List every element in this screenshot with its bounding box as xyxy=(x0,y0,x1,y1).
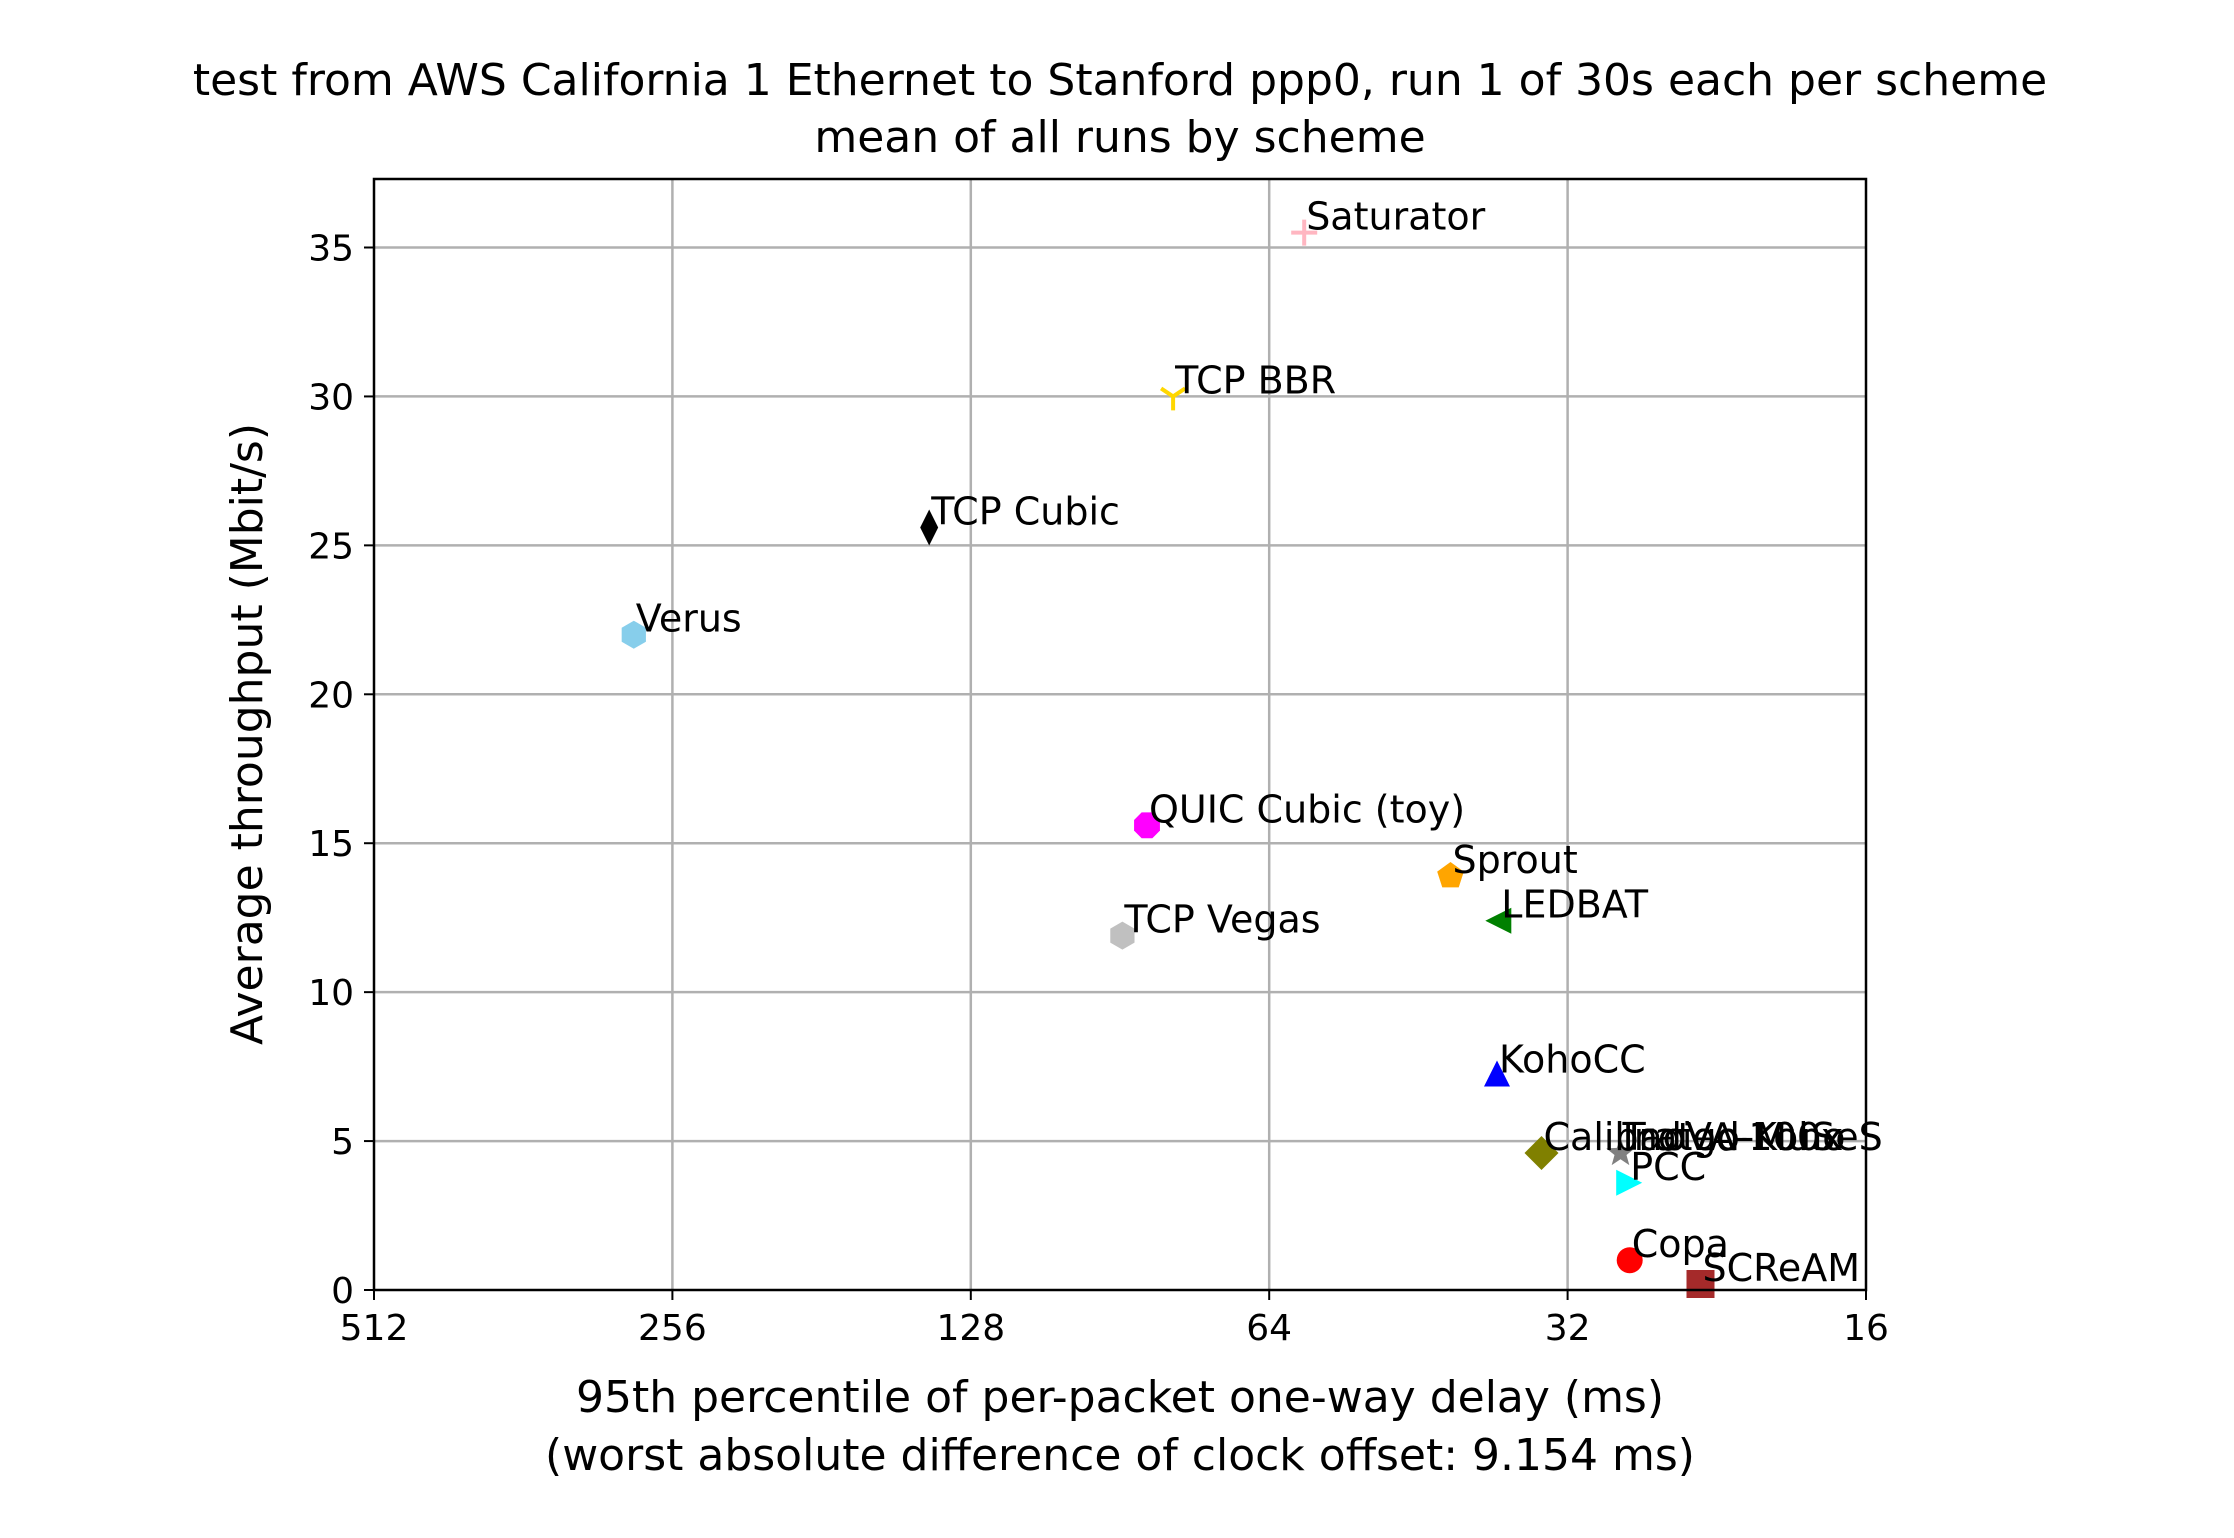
x-axis-ticks: 512 256 128 64 32 16 xyxy=(340,1290,1889,1349)
copa-label: Copa xyxy=(1632,1222,1729,1266)
x-tick-label: 256 xyxy=(638,1308,707,1349)
y-tick-label: 5 xyxy=(331,1122,354,1163)
quic-cubic-toy-marker xyxy=(1134,812,1160,839)
quic-cubic-toy-label: QUIC Cubic (toy) xyxy=(1149,787,1465,831)
tcp-bbr-marker xyxy=(1159,386,1187,411)
indigo-muses-marker xyxy=(1606,1138,1635,1166)
chart-subtitle: mean of all runs by scheme xyxy=(814,112,1425,163)
tcp-cubic-label: TCP Cubic xyxy=(930,490,1120,534)
y-tick-label: 15 xyxy=(308,824,354,865)
y-tick-label: 20 xyxy=(308,675,354,716)
kohocc-marker xyxy=(1484,1060,1510,1087)
plot-frame xyxy=(372,177,1868,1292)
x-tick-label: 128 xyxy=(936,1308,1005,1349)
point-labels: Saturator TCP BBR TCP Cubic Verus QUIC Cubic… xyxy=(636,195,1883,1290)
indigo-muses-label: Indigo-MuSeS xyxy=(1623,1115,1883,1159)
x-tick-label: 512 xyxy=(340,1308,409,1349)
copa-marker xyxy=(1616,1247,1643,1274)
ledbat-label: LEDBAT xyxy=(1501,883,1649,927)
calibrated-koho-marker xyxy=(1524,1136,1559,1170)
pcc-label: PCC xyxy=(1630,1145,1706,1189)
calibrated-koho-label: Calibrated Koho xyxy=(1544,1115,1846,1159)
tcp-vegas-marker xyxy=(1110,921,1135,950)
y-tick-label: 25 xyxy=(308,526,354,567)
saturator-marker xyxy=(1291,219,1318,246)
tcp-cubic-marker xyxy=(920,509,939,546)
sprout-marker xyxy=(1437,862,1464,888)
y-tick-label: 10 xyxy=(308,973,354,1014)
x-tick-label: 32 xyxy=(1545,1308,1591,1349)
verus-marker xyxy=(621,620,646,649)
x-axis-sublabel: (worst absolute difference of clock offs… xyxy=(545,1430,1695,1481)
chart-title: test from AWS California 1 Ethernet to S… xyxy=(193,55,2047,106)
data-points xyxy=(621,219,1715,1298)
y-tick-label: 30 xyxy=(308,377,354,418)
saturator-label: Saturator xyxy=(1306,195,1485,239)
x-tick-label: 64 xyxy=(1246,1308,1292,1349)
y-tick-label: 0 xyxy=(331,1271,354,1312)
scream-marker xyxy=(1686,1270,1715,1298)
taova-100x-label: TaoVA-100x xyxy=(1622,1115,1844,1159)
verus-label: Verus xyxy=(636,597,742,641)
scream-label: SCReAM xyxy=(1703,1246,1861,1290)
tcp-vegas-label: TCP Vegas xyxy=(1123,898,1320,942)
x-axis-label: 95th percentile of per-packet one-way de… xyxy=(576,1372,1664,1423)
ledbat-marker xyxy=(1485,907,1512,934)
sprout-label: Sprout xyxy=(1453,838,1578,882)
kohocc-label: KohoCC xyxy=(1499,1038,1646,1082)
grid xyxy=(374,179,1866,1290)
y-axis-ticks: 0 5 10 15 20 25 30 35 xyxy=(308,229,374,1312)
x-tick-label: 16 xyxy=(1843,1308,1889,1349)
y-tick-label: 35 xyxy=(308,229,354,270)
pcc-marker xyxy=(1616,1169,1643,1196)
y-axis-label: Average throughput (Mbit/s) xyxy=(222,423,273,1045)
tcp-bbr-label: TCP BBR xyxy=(1174,358,1336,402)
